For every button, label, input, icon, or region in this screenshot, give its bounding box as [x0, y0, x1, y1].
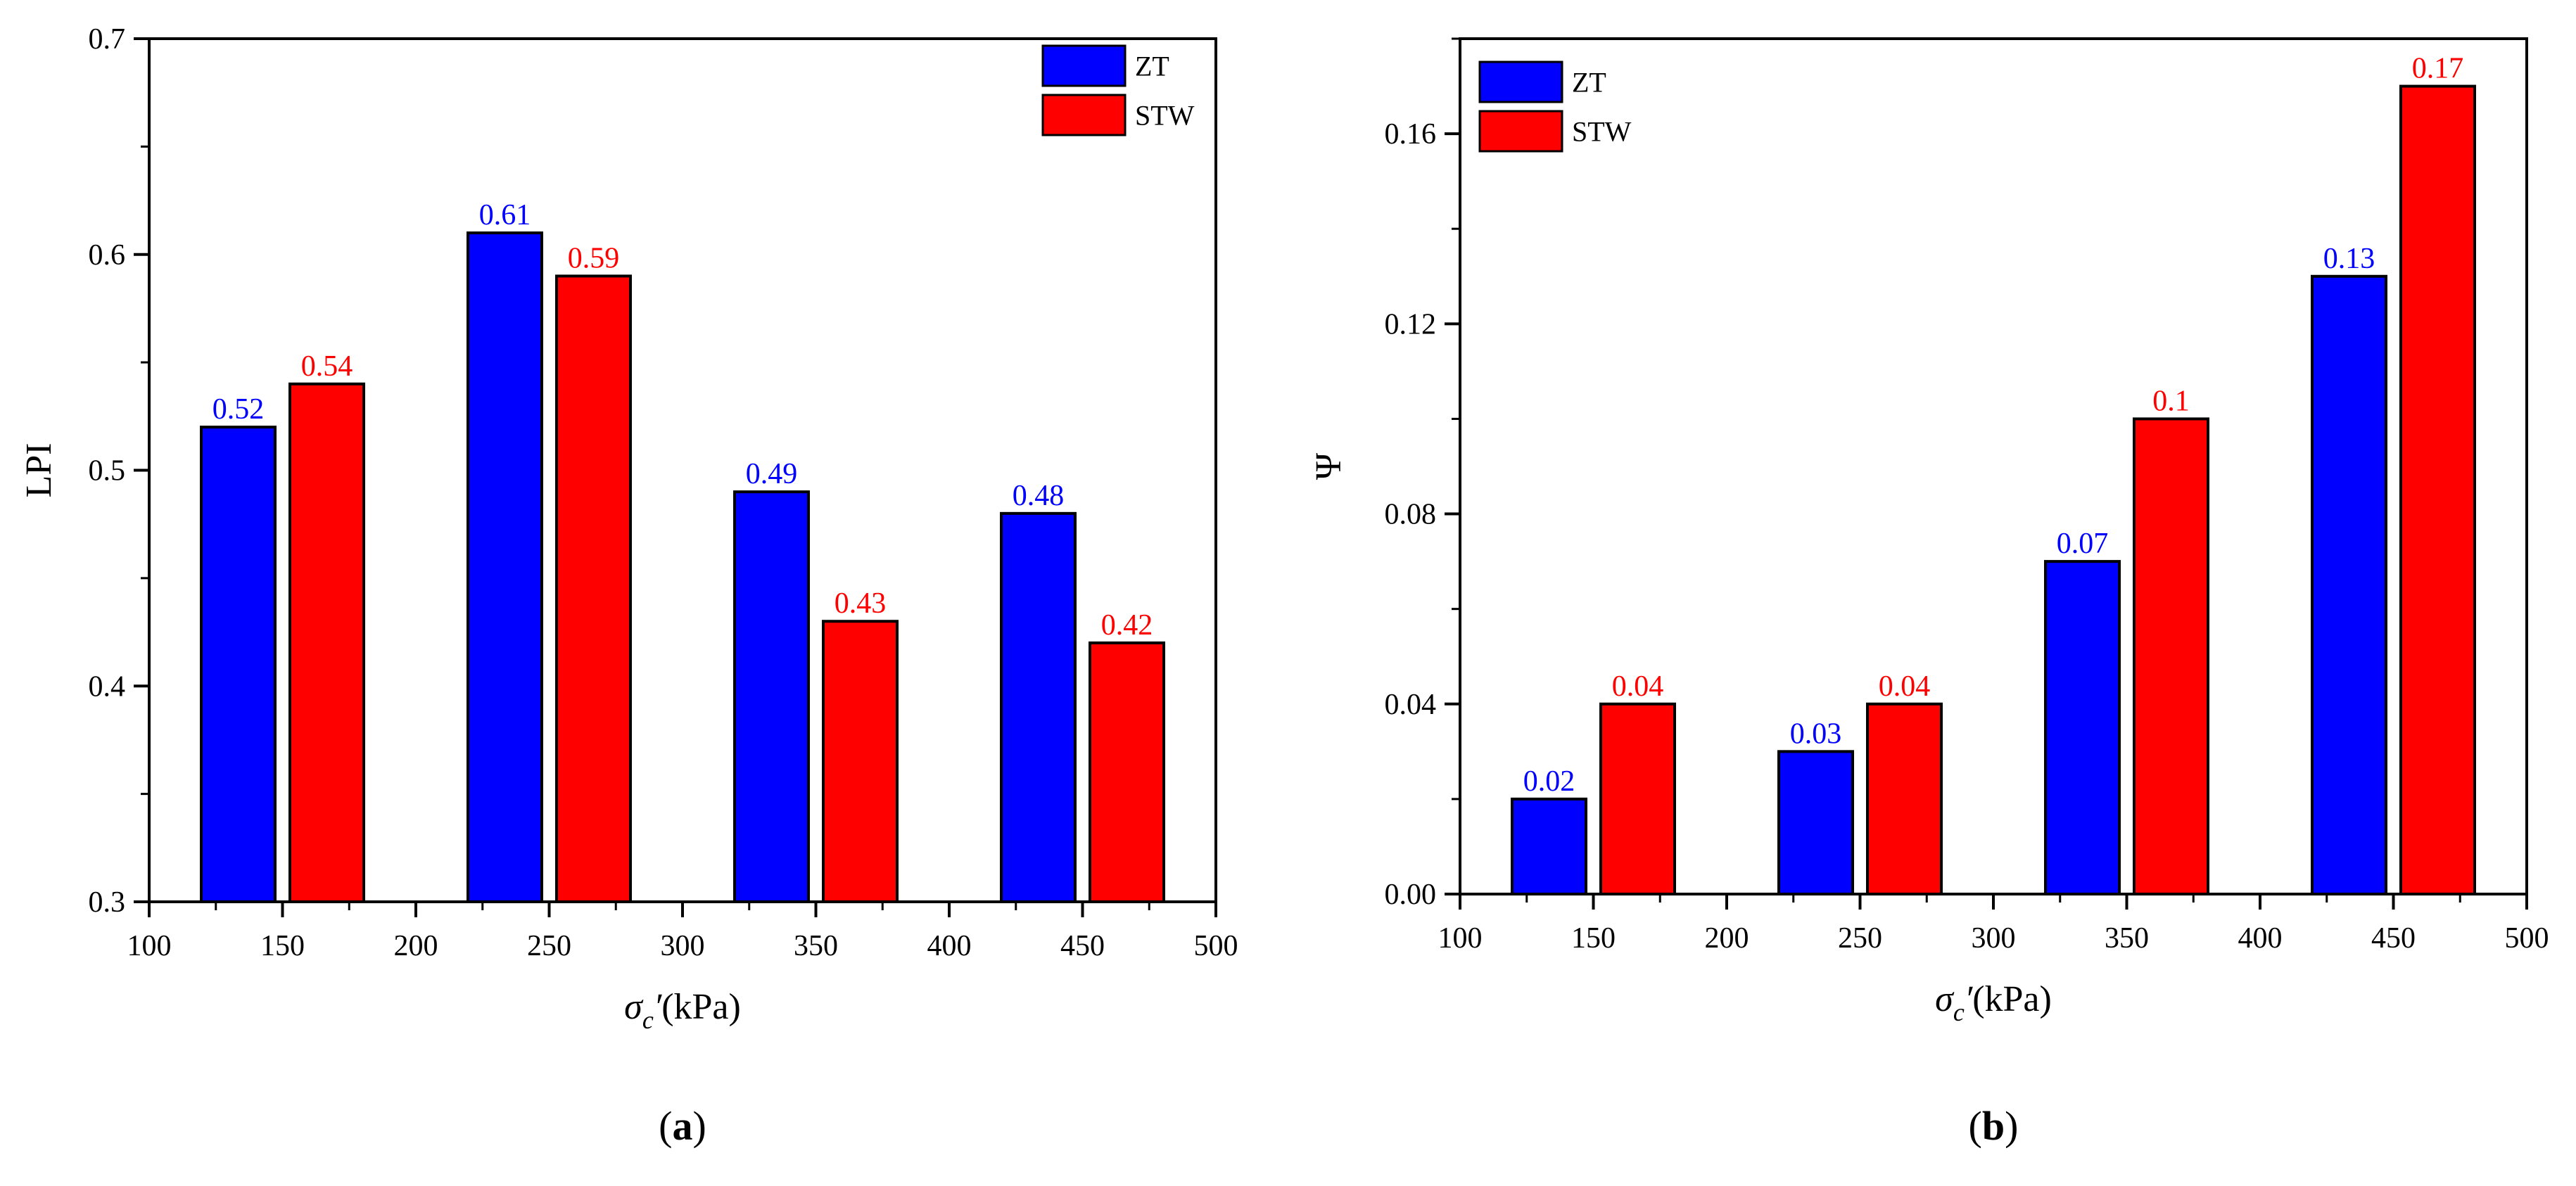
legend-label-stw: STW: [1572, 116, 1632, 148]
y-tick-label: 0.7: [89, 23, 126, 56]
data-label-zt-450: 0.48: [1013, 480, 1065, 512]
bar-stw-450: [1089, 641, 1165, 904]
x-axis-title: σc′(kPa): [1935, 979, 2052, 1026]
y-tick-label: 0.12: [1385, 308, 1437, 340]
y-tick-label: 0.00: [1385, 879, 1437, 911]
legend-swatch-stw: [1041, 94, 1127, 136]
x-tick-label: 450: [2371, 922, 2416, 955]
legend-swatch-zt: [1041, 44, 1127, 87]
data-label-stw-250: 0.59: [568, 242, 620, 274]
bar-stw-450: [2399, 84, 2476, 896]
y-tick-label: 0.6: [89, 239, 126, 272]
x-axis-subscript: c: [1953, 998, 1965, 1026]
bar-zt-350: [733, 490, 810, 903]
data-label-stw-450: 0.42: [1101, 609, 1153, 642]
x-tick-label: 400: [927, 930, 972, 962]
data-label-stw-350: 0.43: [835, 587, 887, 620]
x-tick-label: 200: [1705, 922, 1749, 955]
bar-zt-150: [1511, 797, 1587, 896]
bar-stw-250: [555, 274, 632, 903]
bar-zt-250: [1777, 750, 1854, 896]
x-tick-label: 300: [1972, 922, 2016, 955]
legend-label-stw: STW: [1135, 100, 1195, 132]
x-axis-title: σc′(kPa): [624, 987, 741, 1034]
x-tick-label: 350: [2105, 922, 2149, 955]
panel-label: (a): [659, 1103, 706, 1149]
bar-zt-450: [2311, 274, 2387, 895]
y-tick-label: 0.4: [89, 670, 126, 703]
data-label-stw-350: 0.1: [2152, 385, 2190, 417]
data-label-stw-150: 0.54: [301, 350, 353, 383]
x-axis-symbol: σ: [624, 987, 644, 1027]
x-axis-prime: ′: [1965, 979, 1974, 1019]
x-axis-prime: ′: [654, 987, 663, 1027]
x-tick-label: 200: [394, 930, 438, 962]
bar-zt-350: [2044, 560, 2121, 895]
x-tick-label: 250: [527, 930, 571, 962]
x-tick-label: 100: [1438, 922, 1483, 955]
x-tick-label: 150: [260, 930, 305, 962]
y-tick-label: 0.04: [1385, 689, 1437, 721]
data-label-zt-350: 0.49: [746, 458, 798, 490]
legend-label-zt: ZT: [1135, 51, 1169, 82]
x-tick-label: 500: [1194, 930, 1238, 962]
bar-zt-450: [1000, 511, 1077, 903]
y-axis-title: Ψ: [1309, 452, 1349, 480]
x-tick-label: 500: [2505, 922, 2549, 955]
data-label-zt-150: 0.02: [1523, 765, 1575, 798]
chart-panel-b: 0.02 0.03 0.07 0.13 0.04 0.04 0.1 0.17 100 150 200…: [1309, 37, 2549, 1149]
y-axis-title: LPI: [19, 443, 59, 498]
data-label-zt-250: 0.03: [1790, 718, 1842, 750]
bar-stw-350: [822, 620, 899, 903]
x-tick-label: 350: [794, 930, 838, 962]
data-label-stw-150: 0.04: [1612, 670, 1664, 703]
data-label-zt-350: 0.07: [2057, 528, 2109, 560]
y-tick-label: 0.16: [1385, 118, 1437, 151]
x-tick-label: 450: [1060, 930, 1105, 962]
x-tick-label: 300: [661, 930, 705, 962]
bar-stw-250: [1866, 702, 1943, 895]
data-label-stw-450: 0.17: [2412, 53, 2464, 85]
x-axis-subscript: c: [642, 1006, 654, 1034]
y-tick-label: 0.08: [1385, 499, 1437, 531]
x-axis-unit: (kPa): [661, 987, 741, 1027]
x-tick-label: 400: [2238, 922, 2283, 955]
legend-swatch-stw: [1478, 110, 1563, 153]
legend-label-zt: ZT: [1572, 67, 1606, 98]
x-axis-unit: (kPa): [1972, 979, 2052, 1019]
bar-stw-150: [1599, 702, 1676, 895]
chart-panel-a: 0.52 0.61 0.49 0.48 0.54 0.59 0.43 0.42 100 150 20…: [19, 23, 1238, 1149]
y-tick-label: 0.3: [89, 886, 126, 919]
x-tick-label: 150: [1571, 922, 1616, 955]
y-tick-label: 0.5: [89, 455, 126, 487]
legend-swatch-zt: [1478, 60, 1563, 103]
bar-stw-150: [288, 382, 365, 903]
x-axis-symbol: σ: [1935, 979, 1955, 1019]
data-label-zt-150: 0.52: [212, 393, 265, 426]
data-label-stw-250: 0.04: [1879, 670, 1931, 703]
bar-zt-150: [200, 426, 277, 903]
bar-stw-350: [2133, 417, 2209, 895]
bar-zt-250: [467, 231, 543, 903]
panel-label: (b): [1969, 1103, 2019, 1149]
data-label-zt-250: 0.61: [479, 199, 531, 231]
x-tick-label: 250: [1838, 922, 1882, 955]
data-label-zt-450: 0.13: [2323, 243, 2375, 275]
x-tick-label: 100: [127, 930, 172, 962]
